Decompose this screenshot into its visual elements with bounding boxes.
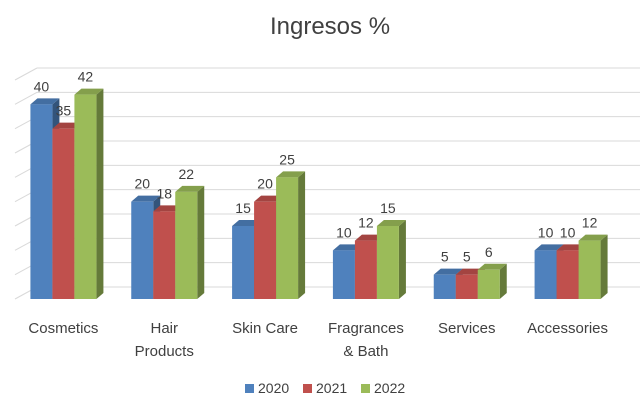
bar-top <box>332 244 362 251</box>
value-label: 15 <box>380 200 396 216</box>
bar-front <box>254 201 277 299</box>
bar-front <box>74 94 97 299</box>
bar-front <box>276 177 299 299</box>
bar-top <box>354 234 384 241</box>
bar-front <box>30 104 53 299</box>
value-label: 18 <box>156 185 172 201</box>
legend-swatch <box>245 384 254 393</box>
value-label: 5 <box>463 249 471 265</box>
bar-front <box>578 240 601 299</box>
legend-item-2021: 2021 <box>303 380 347 396</box>
value-label: 10 <box>538 224 554 240</box>
bar-front <box>433 274 456 299</box>
bar-front <box>175 191 198 299</box>
bar-2022-3 <box>376 220 406 299</box>
legend-label: 2020 <box>258 380 289 396</box>
category-label: & Bath <box>343 343 388 360</box>
bar-top <box>254 195 284 202</box>
category-label: Skin Care <box>232 320 298 337</box>
value-label: 15 <box>235 200 251 216</box>
bar-top <box>52 122 82 129</box>
legend-swatch <box>303 384 312 393</box>
bar-top <box>578 234 608 241</box>
legend-label: 2021 <box>316 380 347 396</box>
legend-item-2020: 2020 <box>245 380 289 396</box>
bar-front <box>52 128 75 299</box>
bar-front <box>376 226 399 299</box>
gridline-side <box>14 91 38 105</box>
bar-front <box>455 274 478 299</box>
bar-2022-2 <box>276 171 306 299</box>
legend: 2020 2021 2022 <box>245 380 405 396</box>
bar-top <box>455 268 485 275</box>
bar-2022-0 <box>74 88 104 299</box>
bar-side <box>398 220 406 299</box>
bar-top <box>74 88 104 95</box>
value-label: 10 <box>560 224 576 240</box>
bar-front <box>131 201 154 299</box>
value-label: 20 <box>257 176 273 192</box>
bar-front <box>556 250 579 299</box>
category-label: Cosmetics <box>28 320 98 337</box>
value-label: 6 <box>485 244 493 260</box>
bar-front <box>534 250 557 299</box>
legend-swatch <box>361 384 370 393</box>
bar-2022-4 <box>477 263 507 299</box>
category-label: Fragrances <box>328 320 404 337</box>
bar-side <box>600 234 608 299</box>
chart-title: Ingresos % <box>270 13 390 40</box>
bar-side <box>499 263 507 299</box>
bar-side <box>298 171 306 299</box>
category-label: Accessories <box>527 320 608 337</box>
bar-front <box>332 250 355 299</box>
category-label: Products <box>135 343 194 360</box>
value-label: 25 <box>279 151 295 167</box>
value-label: 40 <box>34 78 50 94</box>
bar-top <box>556 244 586 251</box>
bar-2022-5 <box>578 234 608 299</box>
bar-top <box>175 185 205 192</box>
value-label: 35 <box>56 103 72 119</box>
bar-top <box>534 244 564 251</box>
value-label: 22 <box>178 166 194 182</box>
bar-2022-1 <box>175 185 205 299</box>
value-label: 20 <box>134 176 150 192</box>
bar-top <box>477 263 507 270</box>
value-label: 42 <box>78 69 94 85</box>
bar-top <box>276 171 306 178</box>
value-label: 12 <box>358 215 374 231</box>
category-label: Services <box>438 320 496 337</box>
legend-item-2022: 2022 <box>361 380 405 396</box>
bar-top <box>376 220 406 226</box>
value-label: 12 <box>582 215 598 231</box>
bar-front <box>153 211 176 299</box>
gridline-side <box>14 67 38 81</box>
bar-top <box>232 220 262 226</box>
bar-top <box>433 268 463 275</box>
value-label: 5 <box>441 249 449 265</box>
bar-top <box>30 98 60 105</box>
bar-top <box>131 195 161 202</box>
bar-side <box>197 185 205 299</box>
value-label: 10 <box>336 224 352 240</box>
bar-side <box>96 88 104 299</box>
legend-label: 2022 <box>374 380 405 396</box>
bars <box>30 88 608 300</box>
bar-front <box>477 269 500 299</box>
category-label: Hair <box>150 320 178 337</box>
bar-top <box>153 205 183 212</box>
category-labels: Cosmetics Hair Products Skin Care Fragrances… <box>28 320 608 360</box>
bar-front <box>232 226 255 299</box>
bar-front <box>354 240 377 299</box>
